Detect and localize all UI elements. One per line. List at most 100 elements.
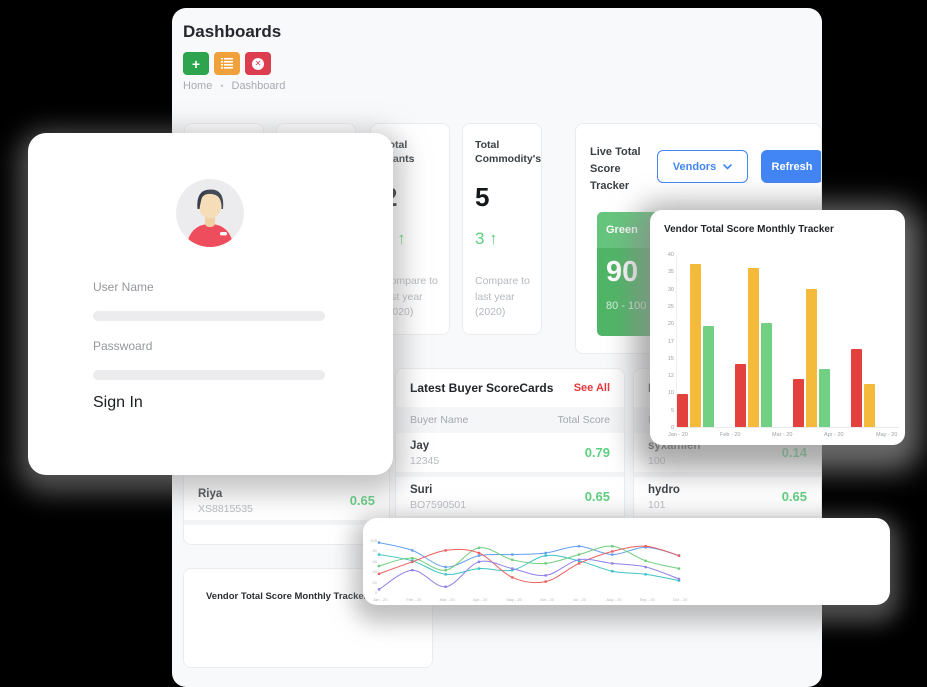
- bar-yellow: [864, 383, 875, 427]
- plant-table-row: hydro 101 0.65: [634, 477, 821, 521]
- data-point: [444, 549, 447, 552]
- live-tracker-title: Live Total Score Tracker: [590, 146, 641, 193]
- bar-green: [761, 323, 772, 427]
- y-tick-label: 100: [370, 538, 377, 543]
- line-series-green: [378, 545, 680, 571]
- plus-icon: +: [191, 55, 201, 72]
- x-tick-label: Aug - 20: [606, 597, 622, 602]
- y-tick-label: 5: [670, 407, 674, 414]
- y-tick-label: 0: [374, 590, 377, 595]
- password-input[interactable]: [93, 370, 325, 380]
- data-point: [611, 550, 614, 553]
- buyer-table-title: Latest Buyer ScoreCards: [410, 381, 554, 395]
- data-point: [577, 558, 581, 561]
- x-tick-label: Apr - 20: [473, 597, 488, 602]
- data-point: [544, 580, 547, 583]
- data-point: [511, 576, 514, 579]
- x-tick-label: Feb - 20: [406, 597, 422, 602]
- avatar: [176, 179, 244, 247]
- y-tick-label: 25: [667, 303, 674, 310]
- x-tick-label: Jun - 20: [539, 597, 555, 602]
- data-point: [411, 568, 414, 572]
- data-point: [511, 568, 514, 572]
- data-point: [477, 551, 481, 555]
- buyer-table-row: Jay 12345 0.79: [396, 433, 624, 477]
- y-tick-label: 40: [372, 569, 377, 575]
- row-score: 0.79: [584, 445, 610, 460]
- row-id: BO7590501: [410, 499, 467, 511]
- x-tick-label: May - 20: [506, 597, 522, 602]
- page-title: Dashboards: [183, 22, 282, 41]
- stat-note: Compare to last year (2020): [475, 275, 530, 318]
- y-tick-label: 30: [667, 286, 674, 293]
- buyer-table-row: Suri BO7590501 0.65: [396, 477, 624, 521]
- bar-red: [793, 379, 804, 427]
- data-point: [411, 560, 414, 564]
- data-point: [444, 568, 447, 572]
- see-all-link[interactable]: See All: [573, 382, 610, 394]
- data-point: [611, 553, 614, 556]
- data-point: [644, 559, 647, 562]
- breadcrumb-separator: •: [220, 81, 224, 91]
- data-point: [544, 554, 547, 557]
- x-tick-label: Oct - 20: [673, 597, 688, 602]
- data-point: [511, 558, 514, 561]
- bar-yellow: [806, 288, 817, 427]
- data-point: [677, 554, 681, 557]
- x-tick-label: May - 20: [876, 432, 898, 438]
- line-series-red: [378, 545, 680, 584]
- y-tick-label: 10: [667, 390, 674, 397]
- stat-title: Total Commodity's: [475, 139, 542, 166]
- data-point: [511, 553, 514, 556]
- x-circle-icon: ✕: [252, 57, 264, 70]
- data-point: [411, 557, 414, 560]
- x-tick-label: Feb - 20: [720, 432, 741, 438]
- bar-red: [735, 363, 746, 427]
- line-chart-card: 0 20 40 60 80 100 Jan - 20 Feb - 20 Mar - 20 Apr…: [363, 518, 890, 605]
- line-chart-plot: [377, 541, 681, 591]
- breadcrumb-home[interactable]: Home: [183, 80, 213, 92]
- data-point: [577, 545, 581, 548]
- refresh-button[interactable]: Refresh: [761, 150, 821, 183]
- data-point: [477, 567, 481, 570]
- breadcrumb-current[interactable]: Dashboard: [231, 80, 286, 92]
- buyer-scorecards-card: Latest Buyer ScoreCards See All Buyer Na…: [395, 368, 625, 545]
- y-tick-label: 17: [667, 338, 674, 345]
- score-card-green-value: 90: [606, 256, 639, 288]
- row-score: 0.14: [781, 445, 807, 460]
- add-button[interactable]: +: [183, 52, 209, 75]
- data-point: [477, 546, 481, 549]
- x-tick-label: Mar - 20: [772, 432, 793, 438]
- toolbar: + ✕: [183, 52, 271, 75]
- breadcrumb: Home • Dashboard: [183, 80, 285, 92]
- sign-in-card: User Name Passwoard Sign In: [28, 133, 393, 475]
- data-point: [544, 551, 547, 555]
- data-point: [611, 562, 614, 565]
- row-name: Jay: [410, 440, 430, 452]
- stat-card-total-commoditys: Total Commodity's 5 3 ↑ Compare to last …: [462, 123, 542, 335]
- list-button[interactable]: [214, 52, 240, 75]
- sign-in-button[interactable]: Sign In: [93, 394, 143, 411]
- row-id: XS8815535: [198, 503, 253, 515]
- vendor-table-row: Riya XS8815535 0.65: [184, 481, 389, 525]
- stat-value: 5: [475, 182, 490, 212]
- data-point: [377, 572, 381, 575]
- line-series-teal: [378, 554, 680, 582]
- list-icon: [221, 58, 233, 69]
- password-label: Passwoard: [93, 339, 153, 353]
- x-tick-label: Sep - 20: [639, 597, 655, 602]
- refresh-button-label: Refresh: [771, 160, 813, 173]
- data-point: [477, 560, 481, 564]
- row-name: hydro: [648, 484, 680, 496]
- line-series-purple: [378, 558, 680, 590]
- score-card-green: Green 90 80 - 100: [597, 212, 659, 336]
- vendors-dropdown[interactable]: Vendors: [657, 150, 748, 183]
- score-card-green-range: 80 - 100: [606, 300, 647, 312]
- row-score: 0.65: [781, 489, 807, 504]
- chevron-down-icon: [723, 163, 733, 170]
- username-input[interactable]: [93, 311, 325, 321]
- data-point: [677, 577, 681, 581]
- close-button[interactable]: ✕: [245, 52, 271, 75]
- data-point: [377, 541, 381, 544]
- row-score: 0.65: [584, 489, 610, 504]
